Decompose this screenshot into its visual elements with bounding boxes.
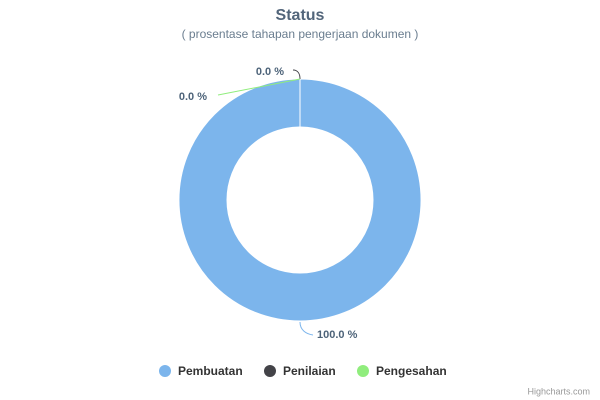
pie-slice[interactable] (178, 78, 422, 322)
credits[interactable]: Highcharts.com (527, 386, 590, 396)
data-label: 0.0 % (179, 91, 207, 103)
legend-label[interactable]: Pembuatan (178, 364, 243, 378)
label-connector (292, 69, 301, 80)
label-connector (217, 78, 301, 96)
label-connector (299, 321, 314, 336)
data-label: 100.0 % (317, 329, 358, 341)
data-label: 0.0 % (256, 66, 284, 78)
legend-marker[interactable] (159, 365, 171, 377)
legend-label[interactable]: Penilaian (283, 364, 336, 378)
chart-title: Status (276, 7, 325, 24)
legend-marker[interactable] (264, 365, 276, 377)
legend-marker[interactable] (357, 365, 369, 377)
chart-subtitle: ( prosentase tahapan pengerjaan dokumen … (182, 27, 419, 41)
legend-label[interactable]: Pengesahan (376, 364, 447, 378)
